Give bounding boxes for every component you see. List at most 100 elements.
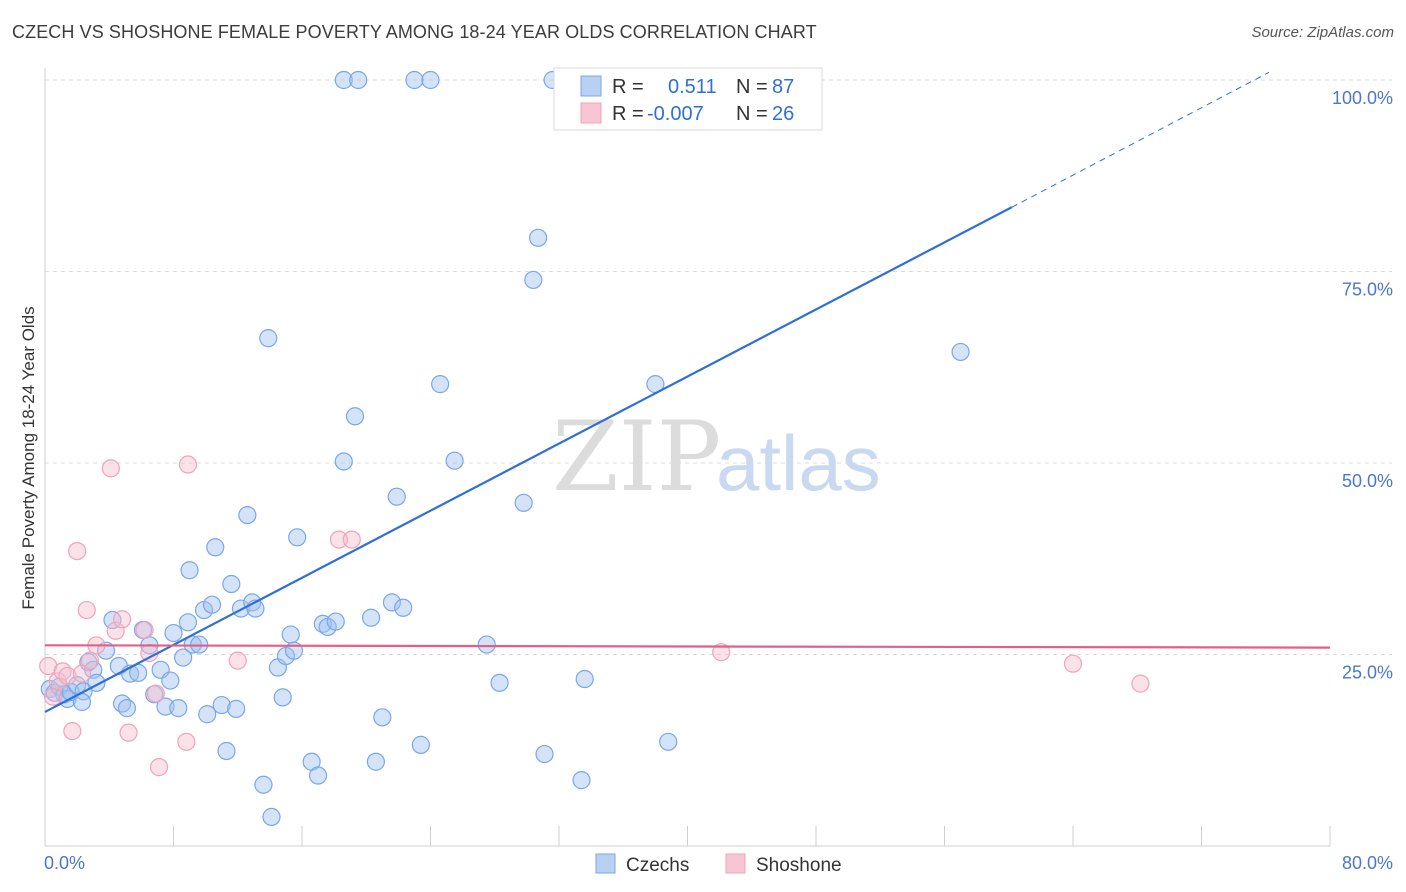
czechs-point-12 — [103, 610, 122, 630]
czechs-point-15 — [117, 699, 137, 718]
legend-n-label-czechs: N = — [736, 76, 768, 98]
legend-r-value-czechs: 0.511 — [668, 76, 717, 98]
y-tick-label-50: 50.0% — [1342, 471, 1393, 491]
czechs-point-73 — [572, 771, 591, 790]
shoshone-point-2 — [48, 672, 67, 691]
czechs-point-32 — [202, 595, 222, 614]
shoshone-point-16 — [140, 643, 159, 663]
shoshone-point-9 — [80, 651, 100, 670]
legend-r-label-shoshone: R = — [612, 103, 644, 125]
shoshone-point-5 — [63, 721, 82, 741]
legend-swatch-shoshone — [580, 102, 602, 124]
axes — [44, 68, 1331, 847]
shoshone-trend-line — [44, 644, 1331, 649]
czechs-point-43 — [259, 329, 278, 348]
shoshone-point-17 — [146, 684, 165, 703]
czechs-point-72 — [535, 744, 554, 764]
legend-n-value-czechs: 87 — [772, 76, 794, 98]
czechs-point-50 — [288, 528, 307, 547]
czechs-point-61 — [382, 593, 402, 612]
watermark-zip: ZIP — [552, 401, 721, 513]
y-axis-title: Female Poverty Among 18-24 Year Olds — [19, 306, 38, 609]
shoshone-point-8 — [77, 600, 96, 620]
czechs-point-81 — [421, 70, 440, 90]
czechs-point-20 — [145, 685, 164, 704]
shoshone-point-12 — [106, 621, 125, 640]
shoshone-point-6 — [68, 541, 87, 561]
czechs-point-42 — [254, 775, 273, 794]
shoshone-point-13 — [112, 610, 132, 629]
y-tick-label-25: 25.0% — [1342, 663, 1393, 683]
czechs-point-24 — [164, 623, 183, 643]
czechs-point-35 — [217, 741, 236, 761]
czechs-point-34 — [212, 695, 231, 715]
czechs-point-68 — [490, 673, 509, 692]
shoshone-point-11 — [101, 459, 120, 478]
czechs-point-74 — [575, 669, 594, 689]
czechs-point-52 — [308, 766, 328, 785]
czechs-point-33 — [206, 538, 225, 557]
shoshone-point-26 — [1131, 674, 1150, 693]
legend-n-value-shoshone: 26 — [772, 103, 794, 125]
czechs-point-79 — [349, 70, 368, 90]
grid-lines — [45, 79, 1392, 655]
czechs-point-57 — [345, 407, 365, 426]
czechs-point-69 — [514, 493, 533, 512]
x-tick-labels: 0.0% 80.0% — [44, 853, 1393, 873]
shoshone-point-1 — [43, 687, 63, 706]
czechs-point-64 — [411, 735, 430, 754]
czechs-point-44 — [262, 807, 281, 826]
czechs-point-36 — [222, 574, 241, 594]
y-tick-labels: 25.0% 50.0% 75.0% 100.0% — [1332, 88, 1393, 683]
czechs-point-78 — [334, 70, 353, 90]
czechs-point-76 — [659, 732, 678, 751]
czechs-point-39 — [238, 505, 257, 525]
legend-r-label-czechs: R = — [612, 76, 644, 98]
legend-swatch-czechs — [580, 75, 602, 97]
czechs-point-62 — [387, 487, 406, 506]
shoshone-point-21 — [228, 651, 247, 670]
shoshone-point-14 — [119, 723, 138, 742]
czechs-point-63 — [394, 598, 413, 617]
bottom-legend-shoshone: Shoshone — [756, 855, 842, 876]
shoshone-point-25 — [1063, 654, 1083, 673]
trend-lines — [44, 71, 1331, 713]
legend-n-label-shoshone: N = — [736, 103, 768, 125]
czechs-point-70 — [524, 270, 543, 290]
chart-source: Source: ZipAtlas.com — [1251, 24, 1394, 41]
czechs-point-65 — [431, 375, 450, 394]
czechs-point-48 — [281, 625, 300, 644]
shoshone-point-23 — [342, 530, 361, 549]
correlation-legend: R = 0.511 N = 87 R = -0.007 N = 26 — [553, 67, 823, 131]
bottom-legend-czechs: Czechs — [626, 855, 689, 876]
czechs-point-25 — [169, 699, 188, 718]
czechs-point-37 — [227, 699, 246, 718]
y-tick-label-100: 100.0% — [1332, 88, 1393, 108]
czechs-point-55 — [326, 612, 345, 631]
y-tick-label-75: 75.0% — [1342, 280, 1393, 300]
chart-title: CZECH VS SHOSHONE FEMALE POVERTY AMONG 1… — [12, 22, 817, 42]
shoshone-points — [39, 455, 1150, 777]
czechs-point-56 — [334, 452, 353, 471]
x-tick-label-min: 0.0% — [44, 853, 85, 873]
czechs-point-23 — [161, 671, 180, 690]
shoshone-point-24 — [712, 643, 731, 662]
bottom-legend-swatch-czechs — [595, 853, 616, 874]
czechs-point-46 — [273, 688, 292, 707]
shoshone-point-18 — [149, 758, 169, 777]
x-tick-label-max: 80.0% — [1342, 853, 1393, 873]
czechs-point-31 — [198, 705, 217, 724]
czechs-point-86 — [180, 561, 199, 580]
czechs-point-27 — [178, 613, 198, 632]
czechs-point-58 — [361, 608, 381, 627]
czechs-point-71 — [529, 228, 548, 247]
czechs-point-67 — [477, 635, 496, 654]
czechs-point-80 — [405, 70, 424, 90]
czechs-trend-line — [44, 206, 1013, 713]
czechs-point-26 — [174, 648, 193, 667]
shoshone-point-15 — [135, 620, 154, 640]
shoshone-point-7 — [72, 664, 92, 683]
czechs-point-77 — [951, 342, 970, 362]
czechs-trend-extension — [1011, 71, 1270, 208]
